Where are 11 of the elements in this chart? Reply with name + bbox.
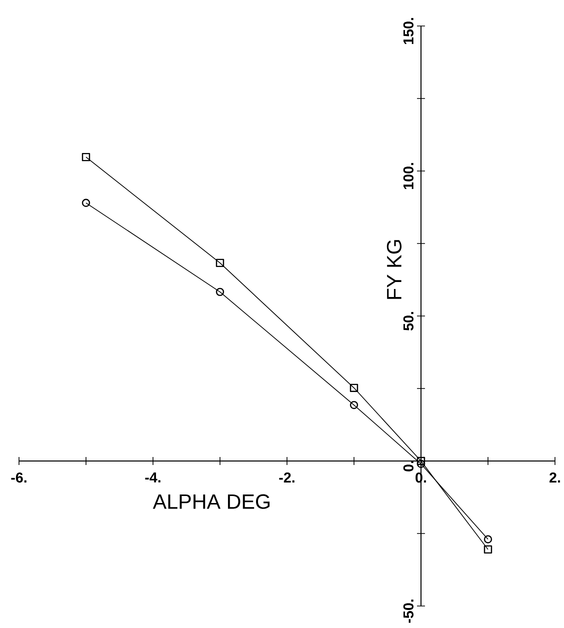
x-tick-label: -6. xyxy=(11,472,26,483)
y-tick-label: -50. xyxy=(403,600,414,623)
x-tick-label: 2. xyxy=(549,472,560,483)
x-axis-title: ALPHA DEG xyxy=(152,494,270,509)
y-tick-label: 50. xyxy=(403,312,414,331)
x-tick-label: -4. xyxy=(145,472,160,482)
y-tick-label: 150. xyxy=(403,18,414,44)
y-tick-label: 0. xyxy=(403,460,414,472)
y-tick-label: 100. xyxy=(403,163,414,190)
y-axis-title: FY KG xyxy=(386,240,402,299)
x-tick-label: -2. xyxy=(279,472,294,483)
